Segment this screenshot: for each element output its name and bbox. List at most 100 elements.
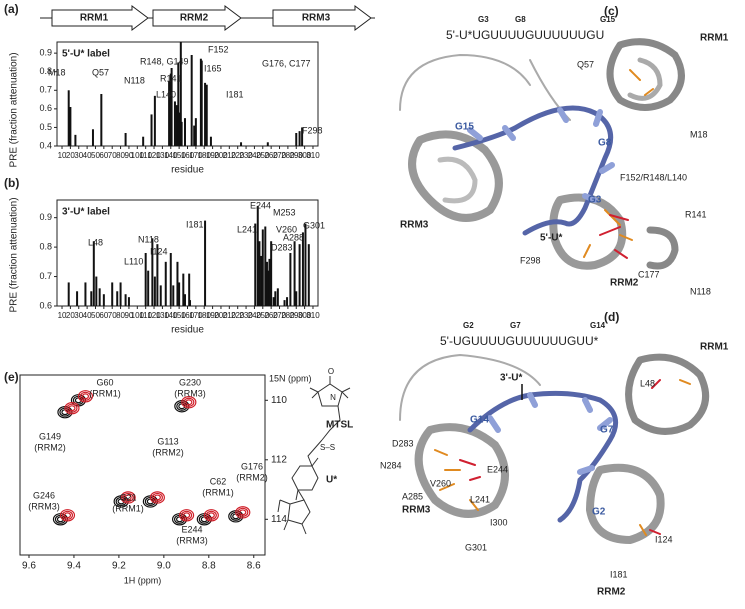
annotation: I181 [186, 219, 204, 229]
bar [200, 60, 203, 147]
bar [258, 241, 261, 306]
bar [153, 276, 156, 306]
bar [164, 261, 167, 306]
panel-label: (e) [4, 370, 19, 384]
x-tick-label: 250 [256, 151, 270, 160]
contour [178, 509, 195, 522]
x-tick-label: 40 [83, 151, 92, 160]
y-tick-label: 0.6 [39, 103, 52, 113]
bar [283, 300, 286, 306]
bar [91, 129, 94, 146]
annotation: N118 [138, 234, 159, 244]
structure-label: L241 [470, 494, 490, 504]
peak [196, 509, 219, 526]
structure-label: I181 [610, 569, 628, 579]
y-tick-label: 0.6 [39, 300, 52, 310]
contour [68, 405, 76, 412]
y-tick-label: 114 [271, 514, 287, 525]
x-tick-label: 60 [99, 151, 108, 160]
contour [180, 510, 193, 520]
peak [57, 401, 80, 419]
x-tick-label: 170 [189, 311, 203, 320]
structure-label: RRM3 [402, 505, 431, 516]
contour [185, 399, 193, 406]
bar [180, 121, 183, 146]
x-tick-label: 220 [231, 151, 245, 160]
bar [102, 294, 105, 306]
bar [127, 297, 130, 306]
bar [178, 282, 181, 306]
bar [90, 291, 93, 306]
x-tick-label: 120 [147, 151, 161, 160]
peak-domain: (RRM3) [28, 501, 60, 511]
structure-label: I124 [655, 534, 673, 544]
bar [172, 285, 175, 306]
contour [182, 512, 191, 519]
x-tick-label: 150 [172, 311, 186, 320]
y-tick-label: 0.4 [39, 140, 52, 150]
annotation: M18 [48, 67, 66, 77]
bar [194, 118, 197, 146]
x-tick-label: 120 [147, 311, 161, 320]
x-tick-label: 50 [91, 311, 100, 320]
x-tick-label: 8.8 [202, 561, 216, 572]
bar [293, 241, 296, 306]
nucleotide-label: G3 [478, 15, 489, 24]
x-tick-label: 280 [281, 151, 295, 160]
bar [100, 94, 103, 146]
y-axis-label: PRE (fraction attenuation) [9, 52, 20, 167]
annotation: R141 [160, 73, 182, 83]
contour [183, 397, 195, 407]
bar [147, 270, 150, 306]
annotation: F152 [208, 44, 229, 54]
bar [289, 253, 292, 306]
bar [95, 276, 98, 306]
bar [177, 62, 180, 146]
x-tick-label: 160 [181, 151, 195, 160]
domain-label: RRM1 [80, 13, 109, 24]
x-tick-label: 70 [108, 151, 117, 160]
bar [270, 241, 273, 306]
peak-domain: (RRM2) [152, 447, 184, 457]
chart-title: 3'-U* label [62, 207, 110, 218]
peak-domain: (RRM1) [202, 487, 234, 497]
bar [301, 232, 304, 306]
bar [168, 81, 171, 146]
domain-label: RRM3 [302, 13, 331, 24]
x-tick-label: 100 [131, 311, 145, 320]
peak [113, 491, 136, 508]
contour [153, 494, 161, 501]
x-tick-label: 8.6 [247, 561, 261, 572]
structure-label: L48 [640, 378, 655, 388]
bar [151, 238, 154, 306]
x-tick-label: 9.6 [22, 561, 36, 572]
annotation: G301 [303, 220, 325, 230]
x-tick-label: 140 [164, 151, 178, 160]
annotation: L241 [237, 224, 257, 234]
x-tick-label: 130 [156, 151, 170, 160]
bar [304, 223, 307, 306]
x-tick-label: 40 [83, 311, 92, 320]
contour [66, 403, 78, 413]
structure-label: V260 [430, 478, 451, 488]
structure-label: E244 [487, 464, 508, 474]
x-tick-label: 180 [198, 311, 212, 320]
x-tick-label: 250 [256, 311, 270, 320]
annotation: L110 [124, 256, 143, 266]
y-axis-label: PRE (fraction attenuation) [9, 197, 20, 312]
annotation: L140 [156, 89, 176, 99]
peak-label: E244 [181, 524, 202, 534]
y-tick-label: 0.5 [39, 122, 52, 132]
rna-sequence: 5'-UGUUUUGUUUUUUGUU* [440, 334, 599, 348]
bar [274, 291, 277, 306]
bar [170, 68, 173, 146]
x-tick-label: 9.2 [112, 561, 126, 572]
structure-label: RRM1 [700, 342, 729, 353]
peak-domain: (RRM1) [112, 503, 144, 513]
structure-label: R141 [685, 209, 707, 219]
structure-label: D283 [392, 438, 414, 448]
structure-label: F152/R148/L140 [620, 172, 687, 182]
annotation: G176, C177 [262, 58, 311, 68]
peak-domain: (RRM2) [236, 472, 268, 482]
